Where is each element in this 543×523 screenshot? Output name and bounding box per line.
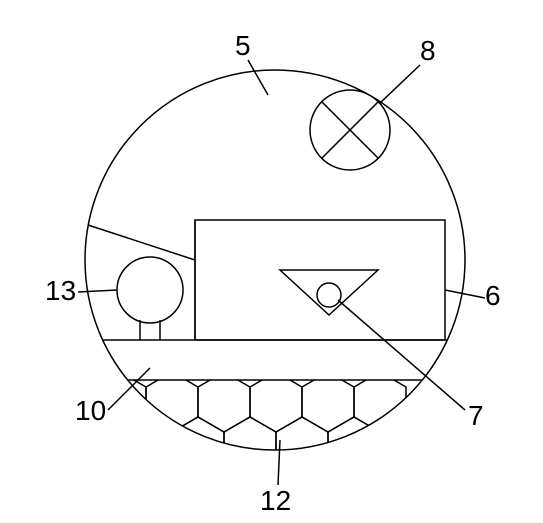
circle-8 [310, 90, 390, 170]
hex-cell [120, 417, 172, 477]
leader-line-10 [108, 368, 150, 410]
leader-line-13 [78, 290, 117, 292]
label-5: 5 [235, 30, 251, 61]
hex-cell [354, 372, 406, 432]
label-12: 12 [260, 485, 291, 516]
hex-cell [380, 417, 432, 477]
hex-cell [224, 417, 276, 477]
hex-cell [250, 372, 302, 432]
leader-line-7 [338, 300, 465, 410]
hex-cell [68, 417, 120, 477]
label-6: 6 [485, 280, 501, 311]
hex-cell [198, 372, 250, 432]
circle-13 [117, 257, 183, 340]
leader-line-12 [278, 440, 280, 485]
label-13: 13 [45, 275, 76, 306]
diagonal-line [88, 225, 195, 260]
circle-7 [317, 283, 341, 307]
triangle-7 [280, 270, 378, 315]
hex-cell [276, 417, 328, 477]
labels: 5 6 7 8 10 12 13 [45, 30, 501, 516]
hex-pattern [68, 372, 432, 477]
leader-line-6 [445, 290, 485, 298]
label-7: 7 [468, 400, 484, 431]
label-10: 10 [75, 395, 106, 426]
rectangle-6 [195, 220, 445, 340]
label-8: 8 [420, 35, 436, 66]
hex-cell [172, 417, 224, 477]
hex-cell [146, 372, 198, 432]
main-circle [85, 70, 465, 450]
leader-line-5 [248, 60, 268, 95]
leader-line-8 [380, 65, 420, 103]
hex-cell [302, 372, 354, 432]
hex-cell [328, 417, 380, 477]
